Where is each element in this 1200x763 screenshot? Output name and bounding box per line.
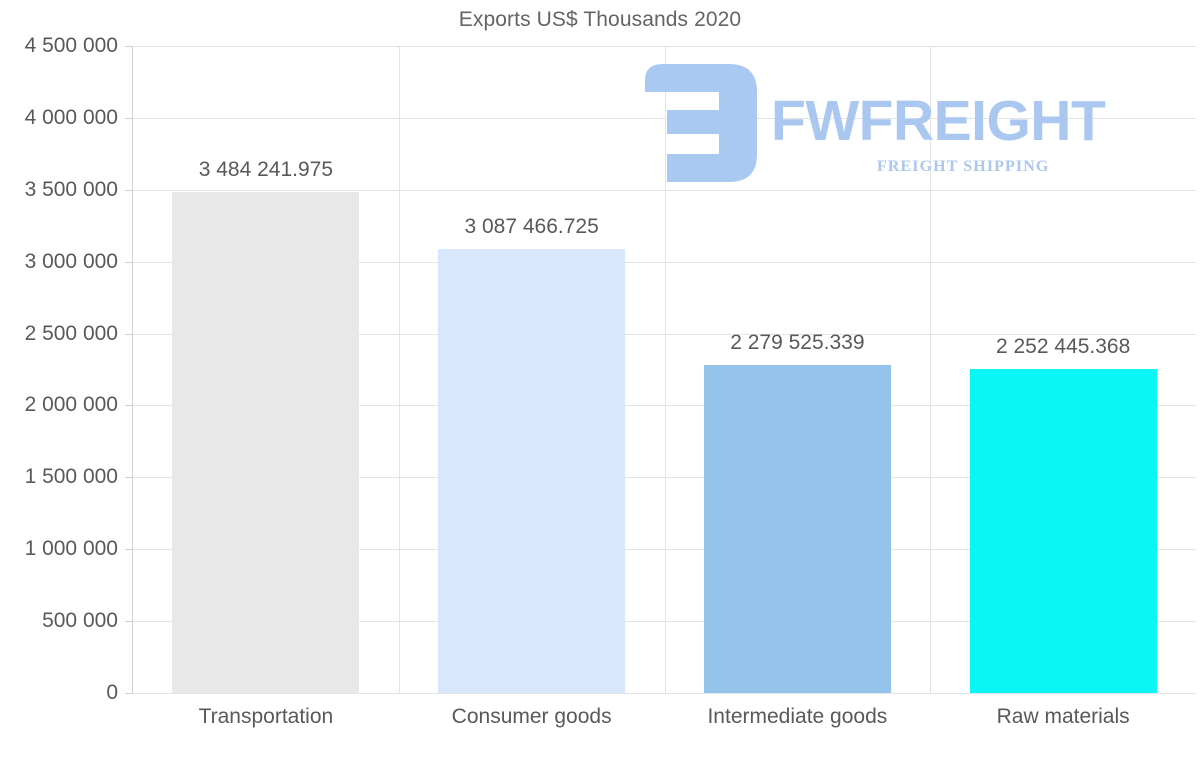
bar-value-label: 2 252 445.368 (995, 335, 1131, 359)
bar[interactable] (703, 365, 891, 693)
y-axis-tick (125, 405, 133, 407)
y-axis-label: 3 000 000 (24, 249, 118, 273)
bar-value-label: 3 087 466.725 (464, 215, 599, 239)
chart-title: Exports US$ Thousands 2020 (458, 8, 742, 31)
y-axis-label: 2 000 000 (24, 393, 118, 417)
gridline-vertical (399, 46, 400, 693)
y-axis-tick (125, 117, 133, 119)
gridline-horizontal (133, 621, 1196, 623)
x-axis-category-label: Raw materials (996, 705, 1130, 728)
bar[interactable] (969, 369, 1157, 693)
gridline-vertical (665, 46, 666, 693)
gridline-horizontal (133, 46, 1196, 47)
y-axis-label: 4 000 000 (24, 105, 118, 129)
y-axis-tick (125, 549, 133, 551)
x-axis-category-label: Intermediate goods (707, 705, 888, 728)
x-axis-category-label: Consumer goods (451, 705, 612, 728)
bar[interactable] (172, 192, 360, 693)
gridline-vertical (930, 46, 931, 693)
gridline-horizontal (133, 405, 1196, 407)
y-axis-label: 1 500 000 (24, 465, 118, 489)
y-axis-tick (125, 621, 133, 623)
plot-area (133, 46, 1196, 694)
y-axis-label: 2 500 000 (24, 321, 118, 345)
y-axis-tick (125, 189, 133, 191)
gridline-horizontal (133, 549, 1196, 551)
gridline-horizontal (133, 261, 1196, 263)
bar-value-label: 2 279 525.339 (730, 331, 865, 355)
y-axis-tick (125, 333, 133, 335)
y-axis-label: 0 (106, 681, 118, 704)
y-axis-tick (125, 46, 133, 47)
gridline-horizontal (133, 693, 1196, 694)
bar-value-label: 3 484 241.975 (198, 158, 334, 182)
y-axis-label: 500 000 (42, 609, 118, 633)
y-axis-tick (125, 693, 133, 694)
gridline-horizontal (133, 189, 1196, 191)
y-axis-label: 4 500 000 (24, 34, 118, 57)
gridline-horizontal (133, 333, 1196, 335)
y-axis-tick (125, 477, 133, 479)
y-axis-label: 3 500 000 (24, 177, 118, 201)
y-axis-line (132, 46, 133, 694)
x-axis-category-label: Transportation (198, 705, 334, 728)
y-axis-tick (125, 261, 133, 263)
y-axis-label: 1 000 000 (24, 537, 118, 561)
bar[interactable] (438, 249, 626, 693)
gridline-horizontal (133, 477, 1196, 479)
